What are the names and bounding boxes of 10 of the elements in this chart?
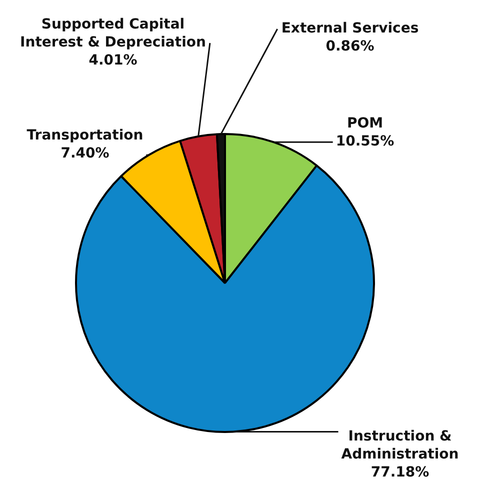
slice-label: External Services bbox=[281, 20, 419, 37]
slice-label: Instruction & Administration bbox=[341, 428, 459, 463]
data-label: 4.01% bbox=[88, 52, 138, 69]
data-label: 77.18% bbox=[370, 464, 430, 481]
data-label: 7.40% bbox=[60, 146, 110, 162]
data-label: 10.55% bbox=[336, 134, 394, 150]
slice-label: Transportation bbox=[26, 128, 144, 144]
data-label: 0.86% bbox=[326, 38, 374, 55]
slice-label: Supported Capital Interest & Depreciation bbox=[20, 16, 206, 51]
slice-label: POM bbox=[346, 116, 384, 132]
